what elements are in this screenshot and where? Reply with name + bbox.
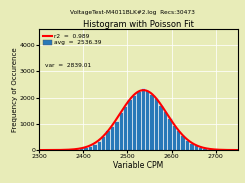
Bar [154,98,158,150]
Bar [202,148,207,150]
Bar [79,148,83,150]
Text: VoltageTest-M4011BLK#2.log  Recs:30473: VoltageTest-M4011BLK#2.log Recs:30473 [70,10,195,15]
Title: Histogram with Poisson Fit: Histogram with Poisson Fit [83,20,194,29]
Bar [136,91,141,150]
Bar [176,130,180,150]
Bar [145,90,149,150]
Bar [110,126,114,150]
Bar [101,136,105,150]
Bar [92,144,97,150]
Bar [123,106,127,150]
Bar [132,95,136,150]
Bar [198,147,202,150]
X-axis label: Variable CPM: Variable CPM [113,161,164,170]
Bar [180,135,185,150]
Bar [211,149,216,150]
Y-axis label: Frequency of Occurence: Frequency of Occurence [12,47,18,132]
Bar [127,99,132,150]
Bar [185,140,189,150]
Bar [119,112,123,150]
Text: var  =  2839.01: var = 2839.01 [45,63,91,68]
Bar [141,88,145,150]
Bar [172,124,176,150]
Bar [70,149,74,150]
Bar [149,94,154,150]
Bar [105,130,110,150]
Bar [167,118,171,150]
Bar [114,121,119,150]
Bar [189,143,194,150]
Bar [83,147,88,150]
Legend: r2  =  0.989, avg  =  2536.39: r2 = 0.989, avg = 2536.39 [42,32,103,46]
Bar [163,111,167,150]
Bar [74,149,79,150]
Bar [158,105,163,150]
Bar [97,141,101,150]
Bar [88,145,92,150]
Bar [194,145,198,150]
Bar [207,149,211,150]
